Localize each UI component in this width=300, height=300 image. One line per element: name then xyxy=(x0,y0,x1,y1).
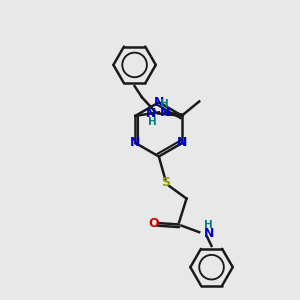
Text: H: H xyxy=(148,117,157,127)
Text: H: H xyxy=(160,99,169,109)
Text: O: O xyxy=(148,217,159,230)
Text: N: N xyxy=(177,136,188,149)
Text: N: N xyxy=(204,227,214,240)
Text: N: N xyxy=(130,136,141,149)
Text: S: S xyxy=(161,176,170,189)
Text: H: H xyxy=(204,220,213,230)
Text: N: N xyxy=(160,106,170,119)
Text: N: N xyxy=(154,96,164,109)
Text: N: N xyxy=(146,107,157,120)
